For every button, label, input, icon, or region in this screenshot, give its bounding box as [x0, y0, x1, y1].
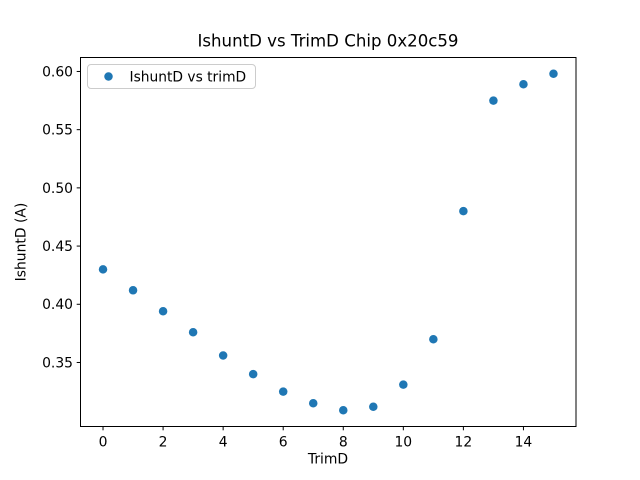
scatter-point	[399, 380, 408, 389]
y-axis-label: IshuntD (A)	[14, 203, 30, 282]
scatter-point	[128, 286, 138, 295]
x-tick-label: 6	[279, 435, 288, 451]
legend-marker-icon	[104, 72, 113, 81]
y-axis-ticks: 0.35 0.40 0.45 0.50 0.55 0.60	[42, 64, 81, 371]
x-tick-label: 2	[159, 435, 168, 451]
x-axis-ticks: 0 2 4 6 8 10 12 14	[99, 426, 533, 451]
legend-label: IshuntD vs trimD	[130, 70, 247, 86]
y-tick-label: 0.50	[42, 181, 73, 197]
legend-box	[87, 64, 256, 89]
chart-title: IshuntD vs TrimD Chip 0x20c59	[198, 32, 459, 51]
plot-area	[80, 57, 577, 427]
x-tick-label: 4	[219, 435, 228, 451]
x-tick-label: 8	[339, 435, 348, 451]
scatter-point	[98, 265, 108, 274]
x-tick-label: 14	[515, 435, 533, 451]
scatter-point	[339, 405, 348, 415]
legend: IshuntD vs trimD	[87, 64, 256, 89]
y-tick-label: 0.60	[42, 64, 73, 80]
y-tick-label: 0.55	[42, 123, 73, 139]
scatter-point	[549, 69, 558, 79]
scatter-point	[308, 398, 318, 408]
scatter-point	[218, 351, 228, 360]
scatter-point	[278, 387, 288, 396]
scatter-point	[519, 80, 528, 89]
x-tick-label: 10	[394, 435, 412, 451]
y-tick-label: 0.40	[42, 297, 73, 313]
y-tick-label: 0.45	[42, 239, 73, 255]
scatter-point	[429, 334, 438, 344]
scatter-point	[459, 206, 468, 216]
scatter-point	[248, 369, 258, 379]
scatter-point	[188, 327, 198, 337]
x-tick-label: 12	[455, 435, 473, 451]
scatter-point	[369, 402, 378, 411]
x-axis-label: TrimD	[307, 452, 348, 468]
y-tick-label: 0.35	[42, 355, 73, 371]
x-tick-label: 0	[99, 435, 108, 451]
scatter-point	[489, 96, 498, 105]
scatter-point	[158, 307, 168, 316]
scatter-series	[98, 69, 558, 415]
